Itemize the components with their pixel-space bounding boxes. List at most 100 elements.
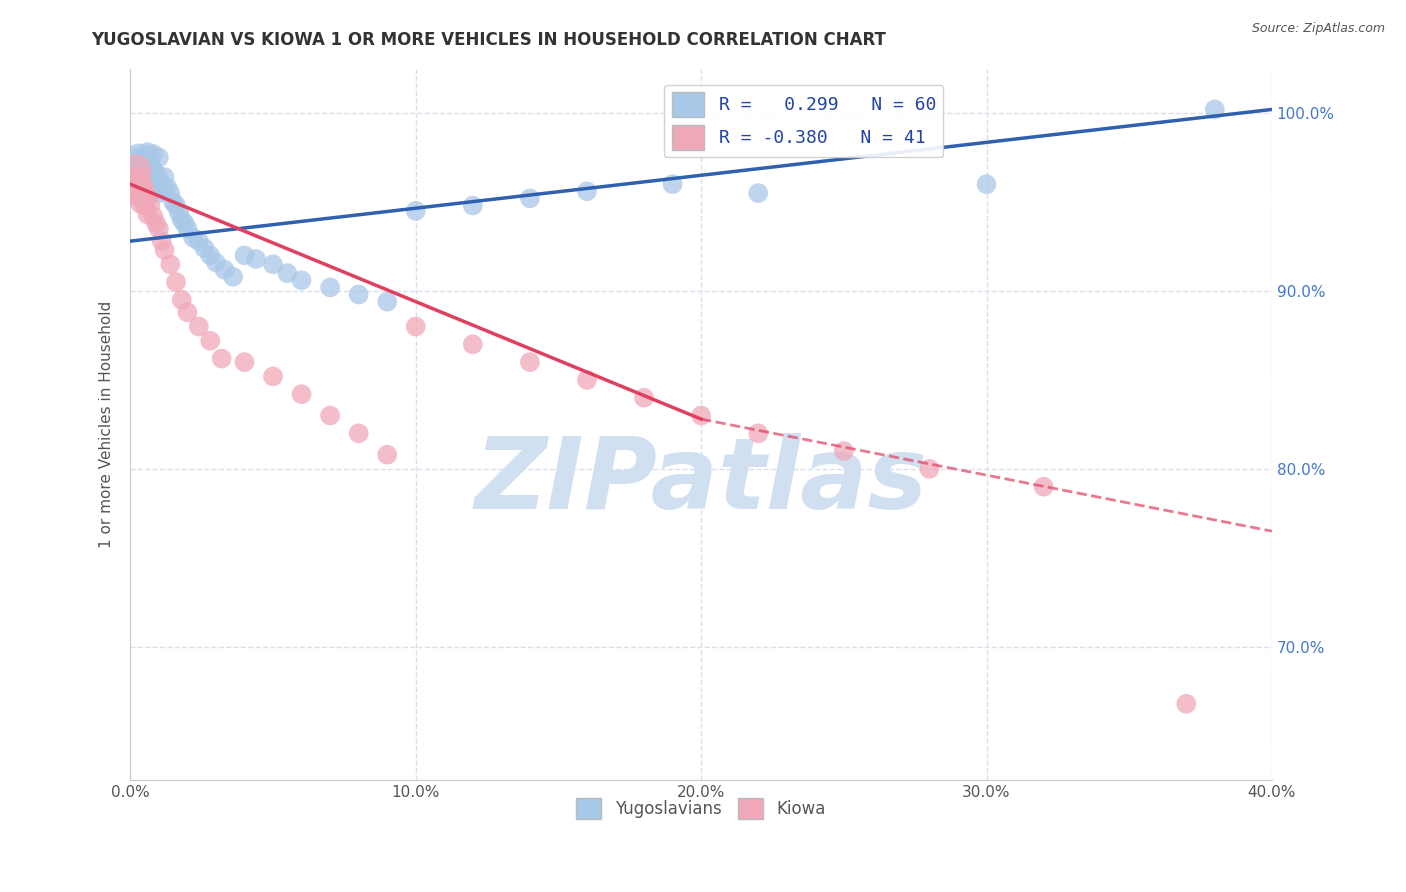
- Point: [148, 221, 170, 235]
- Point: [148, 171, 170, 186]
- Point: [153, 170, 176, 185]
- Point: [131, 180, 153, 194]
- Point: [128, 151, 150, 165]
- Point: [134, 169, 156, 183]
- Point: [131, 160, 153, 174]
- Point: [165, 275, 187, 289]
- Point: [176, 221, 198, 235]
- Point: [173, 216, 195, 230]
- Point: [519, 355, 541, 369]
- Point: [347, 426, 370, 441]
- Point: [145, 216, 167, 230]
- Point: [150, 234, 173, 248]
- Point: [136, 177, 159, 191]
- Point: [519, 191, 541, 205]
- Point: [290, 387, 312, 401]
- Point: [122, 180, 145, 194]
- Point: [181, 230, 204, 244]
- Text: YUGOSLAVIAN VS KIOWA 1 OR MORE VEHICLES IN HOUSEHOLD CORRELATION CHART: YUGOSLAVIAN VS KIOWA 1 OR MORE VEHICLES …: [91, 31, 886, 49]
- Point: [148, 186, 170, 200]
- Point: [153, 184, 176, 198]
- Point: [200, 334, 222, 348]
- Point: [187, 319, 209, 334]
- Point: [193, 241, 215, 255]
- Point: [222, 269, 245, 284]
- Point: [233, 248, 256, 262]
- Point: [136, 145, 159, 160]
- Y-axis label: 1 or more Vehicles in Household: 1 or more Vehicles in Household: [100, 301, 114, 548]
- Point: [136, 207, 159, 221]
- Point: [205, 255, 228, 269]
- Point: [661, 177, 683, 191]
- Point: [128, 173, 150, 187]
- Point: [461, 337, 484, 351]
- Point: [347, 287, 370, 301]
- Point: [145, 180, 167, 194]
- Point: [128, 171, 150, 186]
- Point: [633, 391, 655, 405]
- Point: [245, 252, 267, 266]
- Point: [153, 243, 176, 257]
- Point: [131, 186, 153, 200]
- Point: [139, 198, 162, 212]
- Point: [233, 355, 256, 369]
- Point: [134, 184, 156, 198]
- Point: [747, 186, 769, 200]
- Point: [122, 177, 145, 191]
- Point: [1175, 697, 1198, 711]
- Point: [134, 198, 156, 212]
- Point: [170, 212, 193, 227]
- Point: [187, 234, 209, 248]
- Point: [125, 160, 148, 174]
- Point: [150, 177, 173, 191]
- Legend: Yugoslavians, Kiowa: Yugoslavians, Kiowa: [569, 792, 832, 825]
- Point: [214, 262, 236, 277]
- Point: [405, 203, 427, 218]
- Point: [165, 198, 187, 212]
- Point: [211, 351, 233, 366]
- Point: [575, 184, 598, 198]
- Text: Source: ZipAtlas.com: Source: ZipAtlas.com: [1251, 22, 1385, 36]
- Point: [142, 177, 165, 191]
- Point: [159, 186, 181, 200]
- Point: [167, 205, 190, 219]
- Point: [131, 171, 153, 186]
- Point: [262, 369, 284, 384]
- Point: [176, 305, 198, 319]
- Point: [918, 462, 941, 476]
- Point: [319, 409, 342, 423]
- Point: [575, 373, 598, 387]
- Point: [276, 266, 298, 280]
- Point: [136, 191, 159, 205]
- Point: [139, 156, 162, 170]
- Point: [125, 177, 148, 191]
- Point: [134, 180, 156, 194]
- Point: [128, 186, 150, 200]
- Point: [1204, 103, 1226, 117]
- Point: [148, 151, 170, 165]
- Point: [128, 163, 150, 178]
- Point: [1032, 480, 1054, 494]
- Point: [290, 273, 312, 287]
- Point: [156, 180, 179, 194]
- Point: [375, 294, 398, 309]
- Point: [832, 444, 855, 458]
- Point: [136, 163, 159, 178]
- Point: [139, 171, 162, 186]
- Point: [139, 186, 162, 200]
- Point: [262, 257, 284, 271]
- Point: [747, 426, 769, 441]
- Point: [461, 198, 484, 212]
- Point: [976, 177, 998, 191]
- Point: [142, 209, 165, 223]
- Text: ZIPatlas: ZIPatlas: [475, 433, 928, 530]
- Point: [125, 163, 148, 178]
- Point: [690, 409, 713, 423]
- Point: [134, 151, 156, 165]
- Point: [200, 248, 222, 262]
- Point: [159, 257, 181, 271]
- Point: [405, 319, 427, 334]
- Point: [125, 180, 148, 194]
- Point: [375, 448, 398, 462]
- Point: [170, 293, 193, 307]
